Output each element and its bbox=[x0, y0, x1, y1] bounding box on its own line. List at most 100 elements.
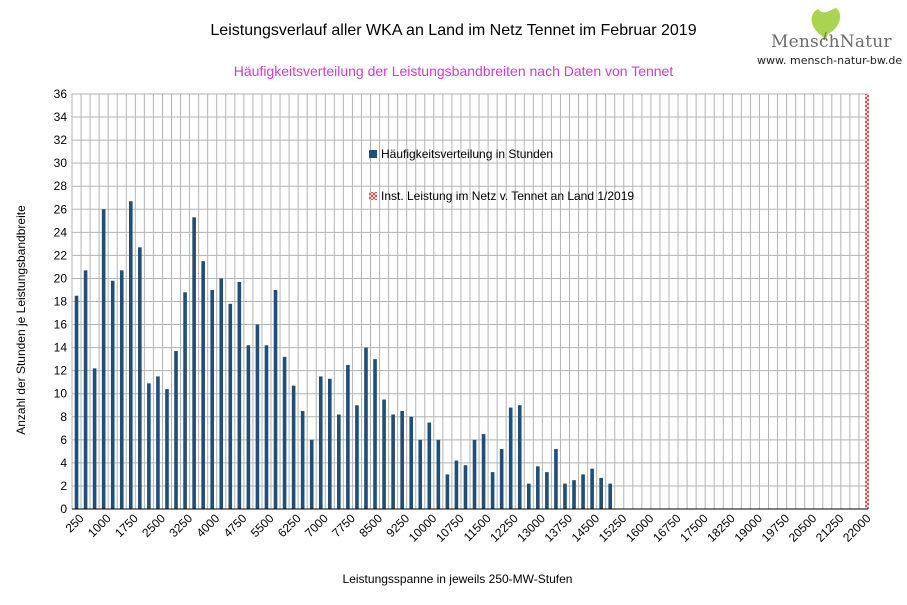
bar bbox=[445, 474, 450, 509]
bar bbox=[536, 466, 540, 509]
chart-subtitle: Häufigkeitsverteilung der Leistungsbandb… bbox=[233, 63, 674, 79]
y-tick-label: 4 bbox=[60, 456, 67, 470]
bar bbox=[409, 416, 414, 509]
bar bbox=[346, 364, 350, 509]
bar bbox=[219, 278, 224, 509]
logo-name: MenschNatur bbox=[771, 32, 892, 52]
y-tick-label: 22 bbox=[54, 248, 68, 262]
bar bbox=[373, 359, 377, 509]
x-tick-label: 17500 bbox=[677, 511, 711, 545]
y-tick-label: 24 bbox=[54, 225, 68, 239]
x-axis-title: Leistungsspanne in jeweils 250-MW-Stufen bbox=[342, 572, 573, 586]
y-tick-label: 8 bbox=[60, 410, 67, 424]
bar bbox=[526, 483, 531, 509]
bar bbox=[119, 270, 124, 509]
x-tick-label: 20500 bbox=[786, 511, 820, 545]
y-tick-label: 14 bbox=[54, 341, 68, 355]
legend: Häufigkeitsverteilung in Stunden Inst. L… bbox=[369, 147, 634, 203]
chart-title: Leistungsverlauf aller WKA an Land im Ne… bbox=[210, 22, 697, 39]
bar bbox=[436, 439, 441, 509]
y-tick-label: 10 bbox=[54, 387, 68, 401]
bar bbox=[128, 201, 133, 510]
bar bbox=[427, 422, 432, 509]
x-tick-label: 8500 bbox=[356, 511, 385, 540]
x-tick-label: 19750 bbox=[759, 511, 793, 545]
x-tick-label: 15250 bbox=[596, 511, 630, 545]
x-tick-label: 22000 bbox=[840, 511, 874, 545]
bar bbox=[590, 468, 594, 509]
x-tick-label: 12250 bbox=[487, 511, 521, 545]
bar bbox=[165, 389, 169, 509]
x-tick-label: 2500 bbox=[139, 511, 168, 540]
bar bbox=[400, 411, 404, 509]
installed-capacity-bar bbox=[865, 94, 869, 509]
legend-label-installed: Inst. Leistung im Netz v. Tennet an Land… bbox=[381, 189, 634, 203]
y-tick-label: 6 bbox=[60, 433, 67, 447]
y-tick-label: 36 bbox=[54, 87, 68, 101]
bar bbox=[418, 439, 423, 509]
legend-swatch-installed bbox=[369, 192, 377, 200]
bar bbox=[599, 477, 603, 509]
x-tick-label: 1750 bbox=[112, 511, 141, 540]
bar bbox=[490, 472, 495, 509]
y-tick-label: 28 bbox=[54, 179, 68, 193]
x-tick-label: 13000 bbox=[514, 511, 548, 545]
y-tick-label: 20 bbox=[54, 271, 68, 285]
x-tick-label: 4000 bbox=[194, 511, 223, 540]
bar bbox=[192, 217, 196, 509]
bar bbox=[156, 376, 160, 509]
bar bbox=[83, 270, 88, 509]
bar bbox=[92, 368, 97, 509]
bar bbox=[554, 449, 558, 509]
x-tick-label: 16000 bbox=[623, 511, 657, 545]
bar bbox=[101, 209, 106, 509]
y-tick-label: 30 bbox=[54, 156, 68, 170]
bar bbox=[364, 347, 368, 509]
bar bbox=[499, 449, 504, 509]
x-tick-label: 1000 bbox=[85, 511, 114, 540]
bar bbox=[337, 414, 341, 509]
bar bbox=[246, 345, 251, 509]
legend-label-frequency: Häufigkeitsverteilung in Stunden bbox=[381, 147, 553, 161]
bar bbox=[291, 385, 296, 509]
bar bbox=[572, 480, 576, 509]
bar bbox=[391, 414, 395, 509]
x-tick-label: 19000 bbox=[732, 511, 766, 545]
y-tick-label: 34 bbox=[54, 110, 68, 124]
y-tick-label: 26 bbox=[54, 202, 68, 216]
x-tick-label: 4750 bbox=[221, 511, 250, 540]
bar bbox=[255, 324, 260, 509]
x-tick-label: 6250 bbox=[275, 511, 304, 540]
x-tick-label: 16750 bbox=[650, 511, 684, 545]
bar bbox=[545, 472, 549, 509]
legend-swatch-frequency bbox=[369, 150, 377, 158]
y-axis-title: Anzahl der Stunden je Leistungsbandbreit… bbox=[14, 205, 28, 435]
bar bbox=[327, 378, 332, 509]
bar bbox=[581, 474, 585, 509]
bar bbox=[228, 303, 233, 509]
bar bbox=[183, 292, 187, 509]
x-tick-label: 10000 bbox=[406, 511, 440, 545]
bar bbox=[508, 407, 513, 509]
bars bbox=[74, 94, 869, 510]
y-tick-label: 12 bbox=[54, 364, 68, 378]
bar bbox=[237, 281, 242, 509]
bar bbox=[472, 439, 477, 509]
y-tick-label: 18 bbox=[54, 295, 68, 309]
x-tick-label: 14500 bbox=[569, 511, 603, 545]
bar bbox=[454, 460, 459, 509]
y-tick-label: 16 bbox=[54, 318, 68, 332]
bar bbox=[563, 483, 567, 509]
bar bbox=[300, 411, 305, 509]
x-tick-label: 18250 bbox=[704, 511, 738, 545]
bar bbox=[138, 247, 142, 509]
bar bbox=[264, 345, 269, 509]
bar bbox=[309, 439, 314, 509]
bar bbox=[608, 483, 613, 509]
bar bbox=[318, 376, 323, 509]
y-tick-label: 0 bbox=[60, 502, 67, 516]
ginkgo-leaf-icon bbox=[811, 8, 841, 41]
x-tick-label: 13750 bbox=[542, 511, 576, 545]
x-tick-label: 21250 bbox=[813, 511, 847, 545]
